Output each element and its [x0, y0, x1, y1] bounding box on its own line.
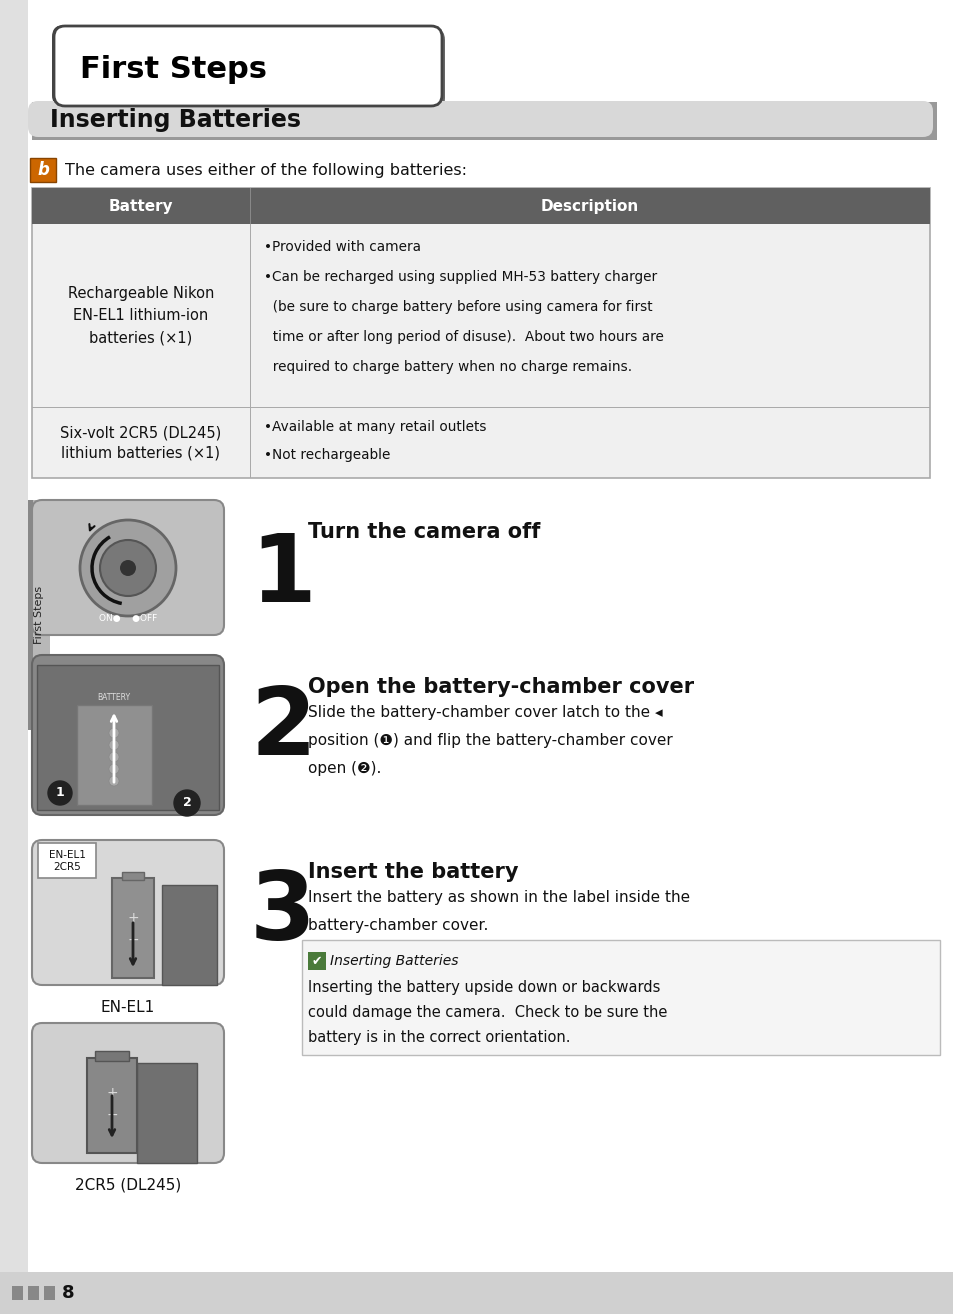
Text: 1: 1: [250, 530, 315, 622]
Text: •Not rechargeable: •Not rechargeable: [264, 448, 390, 463]
Bar: [38, 844, 96, 878]
Circle shape: [109, 763, 119, 774]
FancyBboxPatch shape: [28, 101, 932, 137]
Text: battery-chamber cover.: battery-chamber cover.: [308, 918, 488, 933]
Text: ✔: ✔: [312, 954, 322, 967]
Text: Open the battery-chamber cover: Open the battery-chamber cover: [308, 677, 694, 696]
Bar: [122, 872, 144, 880]
Text: BATTERY: BATTERY: [97, 692, 131, 702]
FancyBboxPatch shape: [54, 26, 441, 106]
Text: •Provided with camera: •Provided with camera: [264, 240, 420, 254]
Circle shape: [48, 781, 71, 805]
Text: +: +: [106, 1085, 117, 1100]
Text: •Can be recharged using supplied MH-53 battery charger: •Can be recharged using supplied MH-53 b…: [264, 269, 657, 284]
Circle shape: [109, 777, 119, 786]
Text: Insert the battery: Insert the battery: [308, 862, 518, 882]
Text: Rechargeable Nikon
EN-EL1 lithium-ion
batteries (×1): Rechargeable Nikon EN-EL1 lithium-ion ba…: [68, 286, 214, 346]
Bar: [250, 188, 252, 223]
Text: b: b: [37, 162, 49, 179]
Text: 3: 3: [250, 869, 315, 961]
Text: EN-EL1
2CR5: EN-EL1 2CR5: [49, 850, 86, 871]
Bar: [250, 223, 252, 409]
Text: Inserting Batteries: Inserting Batteries: [50, 108, 301, 131]
Circle shape: [109, 728, 119, 738]
Text: 8: 8: [62, 1284, 74, 1302]
Text: Insert the battery as shown in the label inside the: Insert the battery as shown in the label…: [308, 890, 689, 905]
Bar: [95, 1051, 129, 1060]
Text: Six-volt 2CR5 (DL245)
lithium batteries (×1): Six-volt 2CR5 (DL245) lithium batteries …: [60, 424, 221, 461]
Text: Turn the camera off: Turn the camera off: [308, 522, 539, 541]
Circle shape: [109, 752, 119, 762]
FancyBboxPatch shape: [32, 654, 224, 815]
Text: 2CR5 (DL245): 2CR5 (DL245): [74, 1177, 181, 1193]
Text: ON●    ●OFF: ON● ●OFF: [99, 614, 157, 623]
Text: could damage the camera.  Check to be sure the: could damage the camera. Check to be sur…: [308, 1005, 667, 1020]
FancyBboxPatch shape: [32, 1024, 224, 1163]
Bar: [137, 1063, 196, 1163]
Bar: [37, 665, 219, 809]
Bar: [32, 188, 929, 478]
Bar: [32, 406, 929, 409]
Bar: [162, 886, 216, 986]
FancyBboxPatch shape: [55, 28, 444, 110]
Bar: [12, 1286, 23, 1300]
Text: First Steps: First Steps: [80, 55, 267, 84]
Text: EN-EL1: EN-EL1: [101, 1000, 155, 1014]
FancyBboxPatch shape: [52, 25, 441, 106]
Bar: [28, 1286, 39, 1300]
Text: (be sure to charge battery before using camera for first: (be sure to charge battery before using …: [264, 300, 652, 314]
Bar: [308, 953, 326, 970]
Text: time or after long period of disuse).  About two hours are: time or after long period of disuse). Ab…: [264, 330, 663, 344]
Text: Battery: Battery: [109, 198, 173, 213]
Circle shape: [80, 520, 175, 616]
Bar: [30, 158, 56, 183]
Text: Description: Description: [540, 198, 639, 213]
Circle shape: [120, 560, 136, 576]
Text: required to charge battery when no charge remains.: required to charge battery when no charg…: [264, 360, 632, 374]
Circle shape: [100, 540, 156, 597]
Bar: [0, 0, 28, 1314]
Bar: [250, 409, 252, 478]
Bar: [28, 501, 50, 731]
Bar: [44, 1286, 55, 1300]
Bar: [87, 1058, 137, 1152]
FancyBboxPatch shape: [32, 840, 224, 986]
Circle shape: [109, 740, 119, 750]
Text: −: −: [127, 933, 139, 947]
Bar: [77, 706, 152, 805]
Bar: [32, 102, 936, 141]
Text: The camera uses either of the following batteries:: The camera uses either of the following …: [65, 163, 467, 177]
Text: Slide the battery-chamber cover latch to the ◂: Slide the battery-chamber cover latch to…: [308, 706, 662, 720]
Bar: [112, 878, 153, 978]
Text: open (❷).: open (❷).: [308, 761, 381, 777]
Text: 2: 2: [250, 683, 315, 775]
Bar: [32, 188, 929, 223]
Text: Inserting Batteries: Inserting Batteries: [330, 954, 458, 968]
Text: First Steps: First Steps: [34, 586, 44, 644]
Circle shape: [173, 790, 200, 816]
Text: 1: 1: [55, 787, 64, 799]
Text: −: −: [106, 1108, 117, 1122]
Text: +: +: [127, 911, 139, 925]
Text: 2: 2: [182, 796, 192, 809]
Text: •Available at many retail outlets: •Available at many retail outlets: [264, 420, 486, 434]
Text: battery is in the correct orientation.: battery is in the correct orientation.: [308, 1030, 570, 1045]
FancyBboxPatch shape: [32, 501, 224, 635]
Bar: [28, 501, 33, 731]
Text: position (❶) and flip the battery-chamber cover: position (❶) and flip the battery-chambe…: [308, 733, 672, 748]
Bar: [0, 1272, 953, 1314]
Bar: [302, 940, 939, 1055]
Text: Inserting the battery upside down or backwards: Inserting the battery upside down or bac…: [308, 980, 659, 995]
